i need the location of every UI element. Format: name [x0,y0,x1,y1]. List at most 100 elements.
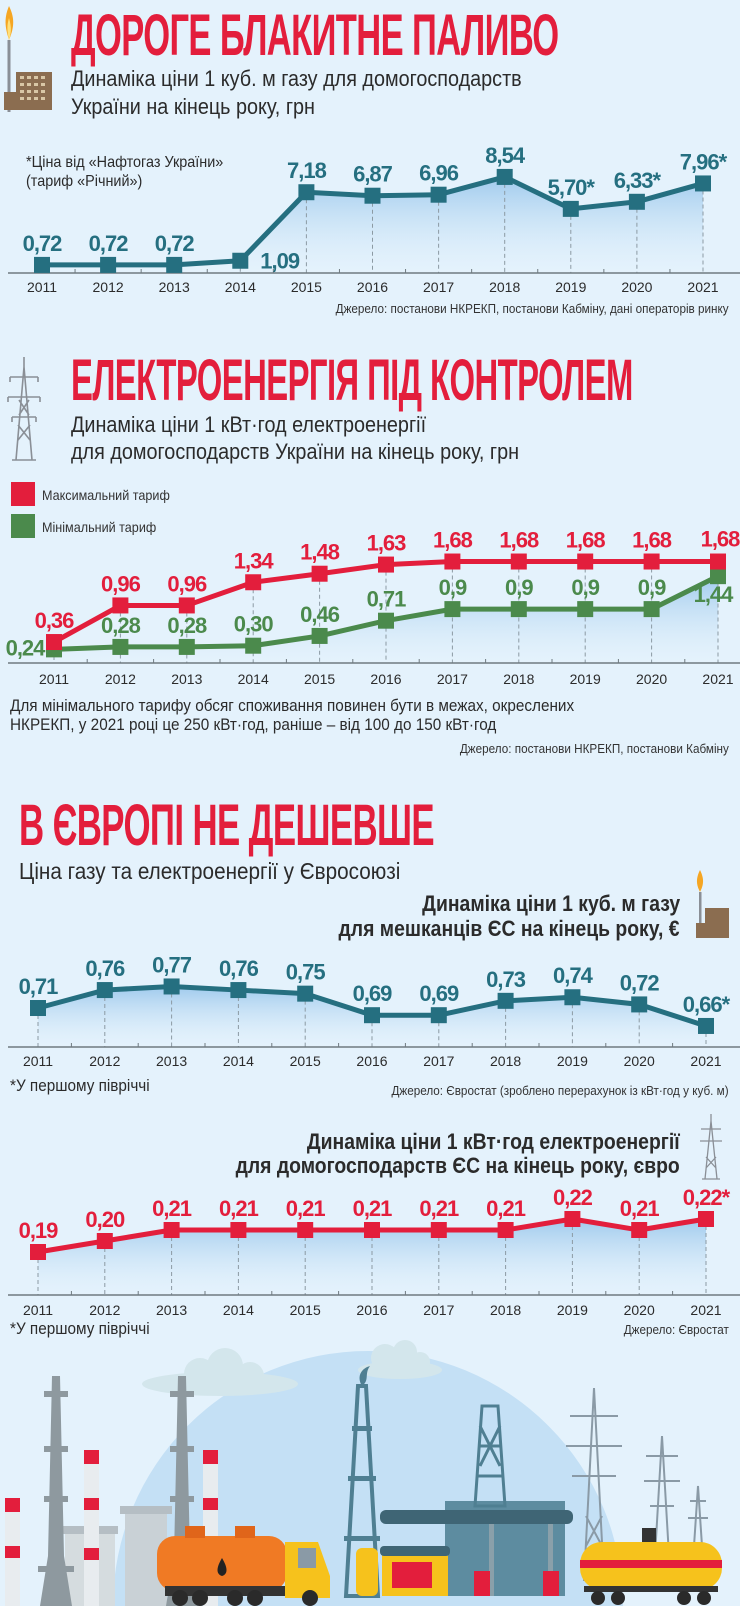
data-label: 0,71 [367,587,407,612]
flare-stack [343,1366,381,1598]
data-label: 0,22* [683,1185,731,1210]
data-point [643,601,660,618]
gas-section-title: ДОРОГЕ БЛАКИТНЕ ПАЛИВО [71,3,559,68]
eu-power-title-line2: для домогосподарств ЄС на кінець року, є… [235,1153,680,1178]
x-tick-label: 2017 [423,1302,454,1318]
power-tower-icon [7,357,41,461]
data-label: 1,68 [433,528,473,553]
x-tick-label: 2014 [223,1302,254,1318]
eu-power-title-line1: Динаміка ціни 1 кВт·год електроенергії [307,1129,680,1154]
x-tick-label: 2015 [290,1053,321,1069]
data-point [245,574,262,591]
data-point [34,256,50,273]
data-label: 0,36 [35,608,75,633]
legend-swatch-max-tariff [11,482,35,506]
data-label: 0,76 [85,956,125,981]
x-tick-label: 2021 [690,1302,721,1318]
tanker-truck [157,1526,330,1606]
legend-label-min-tariff: Мінімальний тариф [42,519,157,535]
x-tick-label: 2019 [555,279,586,295]
x-tick-label: 2020 [624,1302,655,1318]
data-label: 0,77 [152,952,192,977]
data-label: 0,9 [571,575,599,600]
data-point [311,627,328,644]
x-tick-label: 2017 [437,671,468,687]
data-label: 0,72 [155,231,195,256]
x-tick-label: 2013 [156,1302,187,1318]
data-point [232,252,249,269]
data-point [631,1222,648,1238]
x-tick-label: 2018 [490,1053,521,1069]
data-point [311,565,328,582]
data-label: 0,74 [553,963,594,988]
eu-gas-footnote: *У першому півріччі [10,1076,150,1095]
data-label: 7,18 [287,158,327,183]
data-label: 0,69 [419,981,459,1006]
data-point [298,184,315,201]
data-point [30,1000,46,1017]
x-tick-label: 2017 [423,1053,454,1069]
data-point [96,982,113,999]
chart-3: 2011 2012 2013 2014 2015 2016 2017 2018 2019 2020… [8,1185,740,1318]
data-label: 0,46 [300,602,340,627]
data-label: 0,21 [419,1196,459,1221]
x-tick-label: 2012 [105,671,136,687]
data-label: 1,68 [499,528,539,553]
x-tick-label: 2011 [23,1053,53,1069]
data-label: 0,21 [353,1196,393,1221]
data-point [698,1017,714,1034]
x-tick-label: 2012 [93,279,124,295]
data-point [430,1007,447,1024]
data-point [564,989,581,1006]
x-tick-label: 2013 [159,279,190,295]
rail-tank-car [580,1528,722,1605]
data-label: 0,30 [234,612,274,637]
legend-label-max-tariff: Максимальний тариф [42,487,170,503]
data-point [178,638,195,655]
data-point [695,175,711,192]
data-point [163,1222,180,1238]
eu-gas-title-line1: Динаміка ціни 1 куб. м газу [422,891,680,916]
data-label: 0,21 [486,1196,526,1221]
x-tick-label: 2018 [490,1302,521,1318]
data-point [562,200,579,217]
power-source: Джерело: постанови НКРЕКП, постанови Каб… [460,741,729,756]
data-point [510,553,527,570]
data-point [297,1222,314,1238]
data-label: 0,9 [638,575,666,600]
data-label: 0,71 [19,974,59,999]
data-label: 0,21 [219,1196,259,1221]
x-tick-label: 2016 [356,1302,387,1318]
x-tick-label: 2011 [27,279,57,295]
data-point [166,256,183,273]
x-tick-label: 2014 [225,279,256,295]
data-point [112,597,129,614]
data-label: 0,9 [439,575,467,600]
power-chart-subtitle-line2: для домогосподарств України на кінець ро… [71,439,520,464]
gas-chart-subtitle-line2: України на кінець року, грн [71,94,315,119]
data-point [628,193,645,210]
data-label: 8,54 [485,143,526,168]
data-point [364,1222,380,1238]
data-point [364,187,381,204]
data-point [496,168,513,185]
power-tower-icon [700,1114,722,1180]
data-label: 0,96 [167,571,207,596]
data-label: 5,70* [548,175,596,200]
x-tick-label: 2020 [621,279,652,295]
area-fill [38,1219,706,1295]
data-point [364,1007,380,1024]
data-label: 0,72 [620,970,660,995]
data-point [698,1211,714,1227]
data-point [444,601,461,618]
data-point [430,1222,447,1238]
x-tick-label: 2020 [636,671,667,687]
eu-gas-source: Джерело: Євростат (зроблено перерахунок … [391,1083,729,1098]
x-tick-label: 2018 [489,279,520,295]
x-tick-label: 2013 [171,671,202,687]
data-point [96,1233,113,1249]
data-point [178,597,195,614]
data-point [577,553,594,570]
x-tick-label: 2012 [89,1302,120,1318]
data-point [430,186,447,203]
